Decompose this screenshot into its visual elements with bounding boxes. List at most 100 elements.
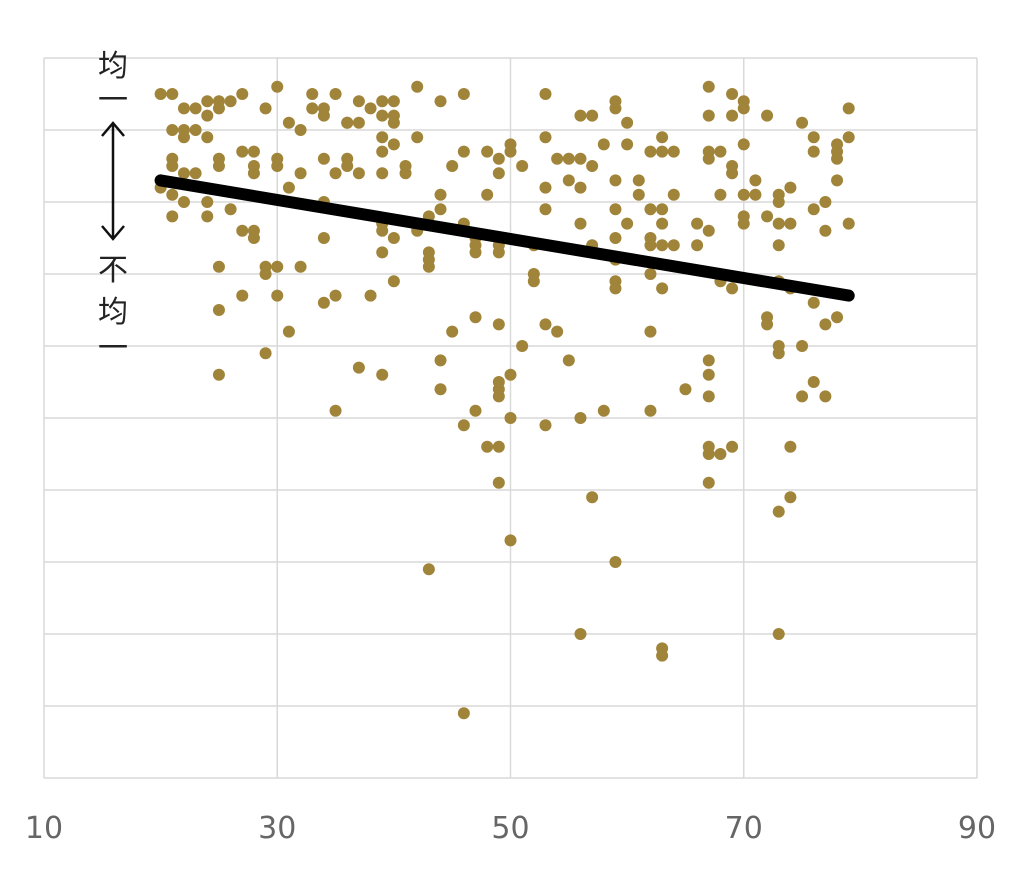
data-point	[667, 239, 680, 252]
data-point	[702, 368, 715, 381]
data-point	[224, 95, 237, 108]
data-point	[714, 145, 727, 158]
data-point	[271, 80, 284, 93]
data-point	[282, 116, 295, 129]
y-annotation-bottom-char-3: 一	[98, 331, 128, 366]
data-point	[376, 224, 389, 237]
data-point	[737, 138, 750, 151]
data-point	[772, 505, 785, 518]
data-point	[796, 116, 809, 129]
data-point	[177, 196, 190, 208]
data-point	[352, 95, 365, 108]
data-point	[761, 210, 774, 223]
data-point	[807, 131, 820, 144]
data-point	[504, 145, 517, 158]
data-point	[714, 188, 727, 201]
data-point	[282, 181, 295, 194]
data-point	[236, 88, 249, 100]
data-point	[457, 419, 470, 432]
data-point	[201, 95, 214, 108]
data-point	[772, 196, 785, 208]
data-point	[702, 109, 715, 122]
data-point	[702, 390, 715, 403]
data-point	[247, 167, 260, 180]
data-point	[376, 145, 389, 158]
data-point	[224, 203, 237, 216]
data-point	[749, 174, 762, 187]
data-point	[632, 188, 645, 201]
data-point	[772, 347, 785, 360]
data-point	[457, 88, 470, 100]
data-point	[294, 167, 307, 180]
data-point	[819, 318, 832, 331]
data-point	[842, 217, 855, 230]
data-point	[539, 131, 552, 144]
data-point	[574, 217, 587, 230]
data-point	[784, 491, 797, 504]
data-point	[434, 203, 447, 216]
data-point	[492, 246, 505, 259]
data-point	[271, 260, 284, 273]
data-point	[364, 102, 377, 115]
data-point	[492, 318, 505, 331]
data-point	[166, 152, 179, 165]
data-point	[539, 419, 552, 432]
data-point	[516, 340, 529, 352]
data-point	[154, 88, 167, 100]
data-point	[656, 145, 669, 158]
data-point	[714, 448, 727, 460]
data-point	[656, 131, 669, 144]
data-point	[341, 160, 354, 172]
data-point	[679, 383, 692, 396]
data-point	[364, 289, 377, 302]
data-point	[481, 188, 494, 201]
data-point	[737, 217, 750, 230]
data-point	[667, 145, 680, 158]
data-point	[236, 145, 249, 158]
data-point	[644, 404, 657, 417]
data-point	[282, 325, 295, 338]
data-point	[376, 109, 389, 122]
data-point	[177, 102, 190, 115]
data-point	[387, 275, 400, 288]
data-point	[469, 246, 482, 259]
data-point	[446, 325, 459, 338]
y-annotation: 均 一 不 均 一	[98, 49, 128, 366]
data-point	[376, 167, 389, 180]
data-point	[842, 102, 855, 115]
data-point	[574, 109, 587, 122]
data-point	[166, 210, 179, 223]
x-tick-label: 10	[25, 811, 63, 846]
data-point	[784, 181, 797, 194]
data-point	[772, 628, 785, 640]
data-point	[329, 289, 342, 302]
data-point	[376, 246, 389, 259]
data-point	[212, 102, 225, 115]
data-point	[294, 260, 307, 273]
data-point	[201, 109, 214, 122]
data-point	[702, 80, 715, 93]
y-annotation-bottom-char-2: 均	[98, 295, 128, 330]
data-point	[422, 260, 435, 273]
data-point	[166, 88, 179, 100]
data-point	[562, 354, 575, 367]
data-point	[481, 145, 494, 158]
data-point	[656, 239, 669, 252]
data-point	[317, 109, 330, 122]
data-point	[177, 124, 190, 136]
data-point	[737, 102, 750, 115]
data-point	[574, 412, 587, 424]
data-point	[819, 224, 832, 237]
data-point	[492, 440, 505, 453]
data-point	[702, 448, 715, 460]
data-point	[236, 224, 249, 237]
data-point	[189, 102, 202, 115]
data-point	[434, 354, 447, 367]
data-point	[481, 440, 494, 453]
data-point	[504, 412, 517, 424]
data-point	[807, 376, 820, 388]
data-point	[317, 296, 330, 309]
data-point	[574, 152, 587, 165]
data-point	[597, 404, 610, 417]
data-point	[247, 145, 260, 158]
